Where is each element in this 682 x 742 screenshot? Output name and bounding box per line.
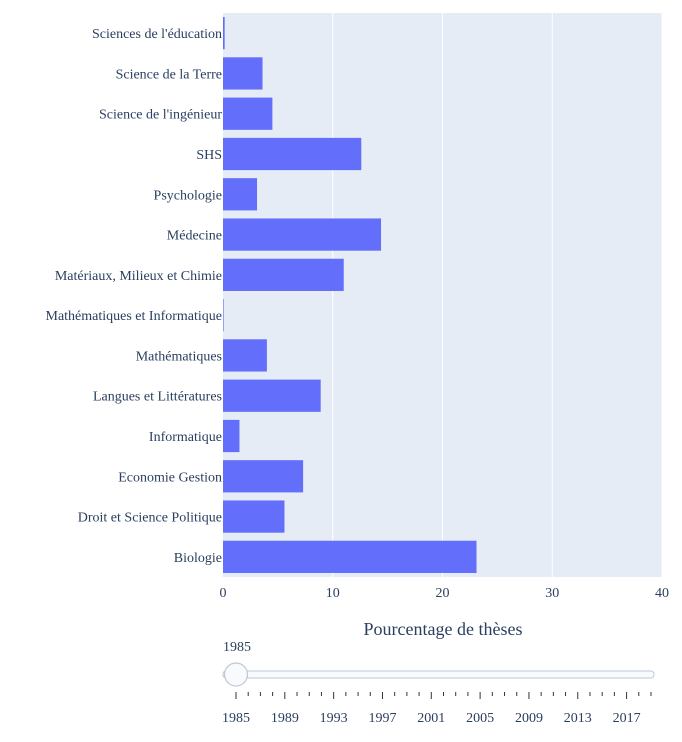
bar[interactable] — [223, 218, 382, 251]
bar[interactable] — [223, 178, 258, 211]
slider-tick-label: 1997 — [368, 711, 396, 726]
y-tick-label: Economie Gestion — [118, 470, 222, 485]
slider-tick-label: 2001 — [417, 711, 445, 726]
bar[interactable] — [223, 97, 273, 130]
x-axis-title: Pourcentage de thèses — [364, 619, 523, 639]
plot-area — [223, 13, 663, 577]
slider-tick-label: 2017 — [613, 711, 641, 726]
bar[interactable] — [223, 137, 362, 171]
bar[interactable] — [223, 17, 225, 50]
bar[interactable] — [223, 460, 304, 493]
x-tick-label: 10 — [326, 586, 340, 601]
slider-tick-label: 2005 — [466, 711, 494, 726]
slider-tick-label: 2013 — [564, 711, 592, 726]
y-tick-label: Mathématiques et Informatique — [46, 309, 223, 324]
bar[interactable] — [223, 57, 263, 90]
y-tick-label: Matériaux, Milieux et Chimie — [55, 269, 222, 284]
slider-handle[interactable] — [223, 662, 249, 687]
bar[interactable] — [223, 540, 477, 573]
y-tick-label: Biologie — [174, 551, 222, 566]
x-tick-label: 40 — [655, 586, 669, 601]
y-tick-label: Psychologie — [154, 188, 222, 203]
bar[interactable] — [223, 339, 267, 372]
bar[interactable] — [223, 299, 224, 332]
y-tick-label: Informatique — [149, 430, 222, 445]
y-tick-label: Sciences de l'éducation — [92, 27, 222, 42]
y-tick-label: Langues et Littératures — [93, 390, 222, 405]
y-tick-label: Droit et Science Politique — [78, 511, 222, 526]
slider-tick-label: 2009 — [515, 711, 543, 726]
x-tick-label: 20 — [436, 586, 450, 601]
slider-tick-label: 1985 — [222, 711, 250, 726]
y-tick-label: Mathématiques — [136, 349, 222, 364]
y-tick-label: Science de la Terre — [116, 67, 222, 82]
year-slider[interactable]: 1985 1985 1989 1993 1997 2001 2005 2009 2013 201… — [222, 640, 655, 726]
bar[interactable] — [223, 258, 344, 291]
slider-tick-label: 1993 — [320, 711, 348, 726]
y-tick-label: SHS — [196, 148, 222, 163]
slider-rail[interactable] — [222, 670, 655, 679]
slider-current-value: 1985 — [223, 640, 251, 655]
bar[interactable] — [223, 419, 240, 453]
bar[interactable] — [223, 500, 285, 533]
y-tick-label: Science de l'ingénieur — [99, 108, 222, 123]
x-tick-label: 30 — [545, 586, 559, 601]
y-tick-label: Médecine — [167, 229, 222, 244]
x-axis-ticks: 0 10 20 30 40 — [220, 586, 670, 601]
y-axis-labels: Sciences de l'éducation Science de la Ter… — [46, 27, 223, 566]
bar[interactable] — [223, 379, 321, 412]
x-tick-label: 0 — [220, 586, 227, 601]
slider-tick-label: 1989 — [271, 711, 299, 726]
